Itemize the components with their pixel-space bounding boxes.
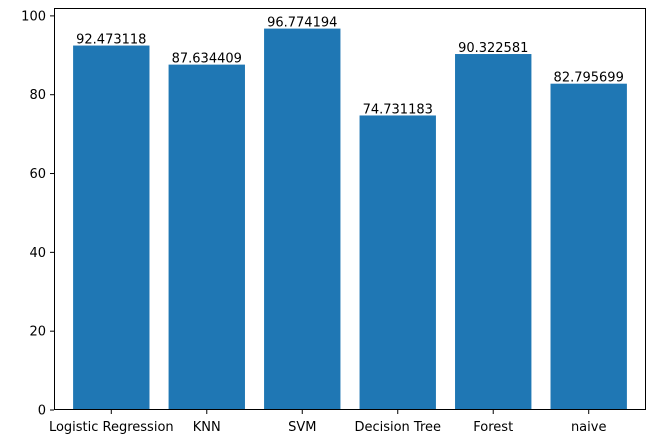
bar-4 (455, 54, 532, 411)
x-tick-label: SVM (288, 420, 316, 435)
x-tick-label: Decision Tree (354, 420, 441, 435)
bar-0 (73, 45, 150, 411)
y-tick-label: 20 (29, 325, 46, 340)
bar-2 (264, 28, 341, 410)
bar-value-label: 96.774194 (267, 16, 337, 31)
y-tick-label: 80 (29, 88, 46, 103)
x-tick-label: naive (571, 420, 607, 435)
y-tick-label: 0 (38, 404, 46, 419)
y-tick-label: 100 (21, 9, 46, 24)
x-tick-label: KNN (193, 420, 221, 435)
bar-value-label: 92.473118 (76, 33, 146, 48)
bars-layer (73, 28, 627, 411)
data-labels-layer: 92.473118 87.634409 96.774194 74.731183 90.3… (76, 16, 624, 118)
y-tick-label: 60 (29, 167, 46, 182)
bar-value-label: 90.322581 (458, 41, 528, 56)
x-tick-label: Forest (473, 420, 513, 435)
plot-frame (54, 8, 646, 410)
y-tick-label: 40 (29, 246, 46, 261)
x-tick-label: Logistic Regression (49, 420, 174, 435)
bar-5 (550, 83, 627, 411)
bar-value-label: 74.731183 (363, 102, 433, 117)
bar-1 (168, 64, 245, 410)
bar-value-label: 82.795699 (554, 71, 624, 86)
bar-3 (359, 115, 436, 410)
bar-value-label: 87.634409 (172, 52, 242, 67)
x-axis: Logistic Regression KNN SVM Decision Tree Fo… (49, 410, 607, 435)
y-axis: 0 20 40 60 80 100 (21, 9, 54, 419)
